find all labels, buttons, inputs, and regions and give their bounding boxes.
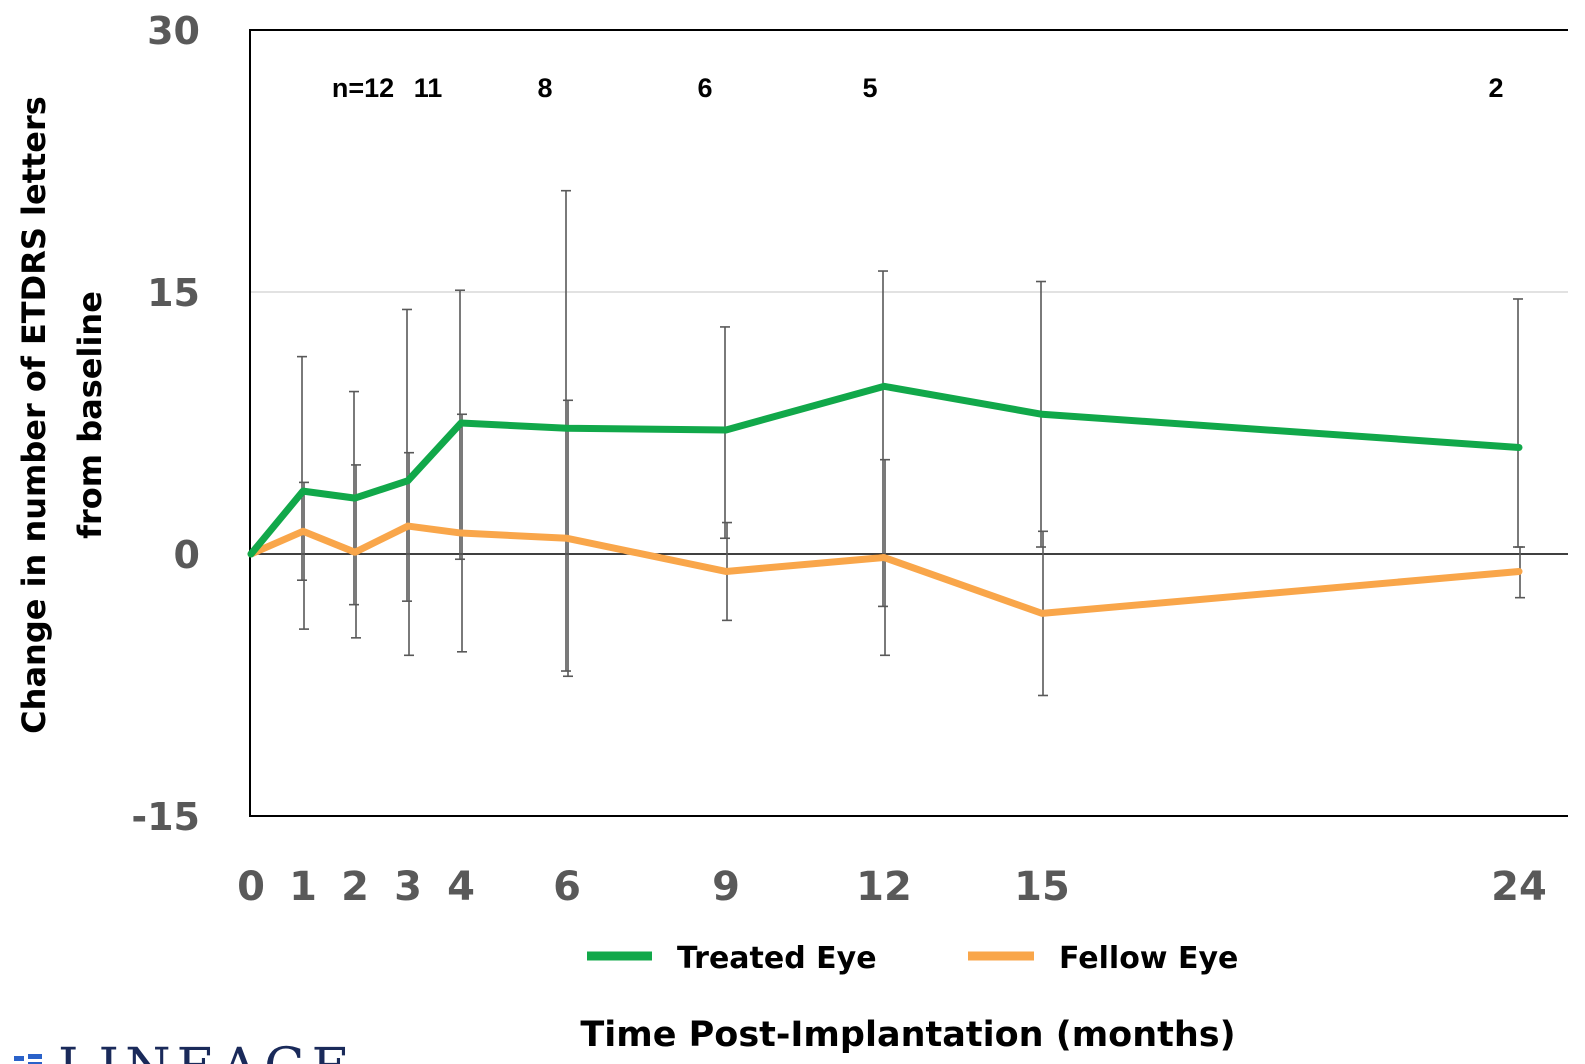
legend-label-treated-eye: Treated Eye	[677, 941, 877, 976]
sample-size-label: 6	[697, 73, 712, 103]
series-line-fellow-eye	[247, 522, 1523, 617]
x-tick-label: 24	[1491, 864, 1547, 910]
error-bar	[299, 481, 309, 630]
x-tick-label: 2	[341, 864, 369, 910]
sample-size-label: 8	[537, 73, 552, 103]
x-tick-label: 1	[289, 864, 317, 910]
y-tick-label: 0	[174, 533, 200, 577]
y-tick-label: -15	[131, 795, 200, 839]
error-bars	[297, 189, 1525, 697]
x-tick-label: 9	[712, 864, 740, 910]
sample-size-labels: n=12 11 8 6 5 2	[332, 73, 1504, 103]
series-lines	[247, 382, 1523, 617]
x-tick-label: 4	[447, 864, 475, 910]
sample-size-label: 2	[1488, 73, 1503, 103]
series-line-treated-eye	[247, 382, 1523, 558]
logo-mark-icon	[14, 1054, 42, 1064]
plot-border	[249, 29, 1568, 817]
sample-size-label: n=12	[332, 73, 394, 103]
y-tick-label: 30	[147, 9, 200, 53]
x-tick-labels: 0 1 2 3 4 6 9 12 15 24	[237, 864, 1547, 910]
error-bar	[878, 270, 888, 608]
sample-size-label: 11	[414, 73, 443, 103]
error-bar	[1513, 298, 1523, 548]
error-bar	[297, 355, 307, 582]
y-axis-title-line-1: Change in number of ETDRS letters	[15, 96, 53, 734]
x-tick-label: 0	[237, 864, 265, 910]
x-axis-title: Time Post-Implantation (months)	[580, 1015, 1235, 1055]
plot-frame	[249, 29, 1568, 817]
legend-label-fellow-eye: Fellow Eye	[1059, 941, 1238, 976]
legend: Treated Eye Fellow Eye	[587, 941, 1238, 976]
x-tick-label: 3	[394, 864, 422, 910]
y-axis-title-line-2: from baseline	[71, 291, 109, 539]
y-tick-label: 15	[147, 271, 200, 315]
y-tick-labels: -15 0 15 30	[131, 9, 200, 839]
x-tick-label: 12	[856, 864, 912, 910]
x-tick-label: 15	[1014, 864, 1070, 910]
lineage-logo: LINEAGE	[14, 1038, 356, 1064]
error-bar	[404, 451, 414, 657]
sample-size-label: 5	[862, 73, 877, 103]
error-bar	[402, 308, 412, 602]
x-tick-label: 6	[553, 864, 581, 910]
logo-text: LINEAGE	[58, 1038, 356, 1064]
